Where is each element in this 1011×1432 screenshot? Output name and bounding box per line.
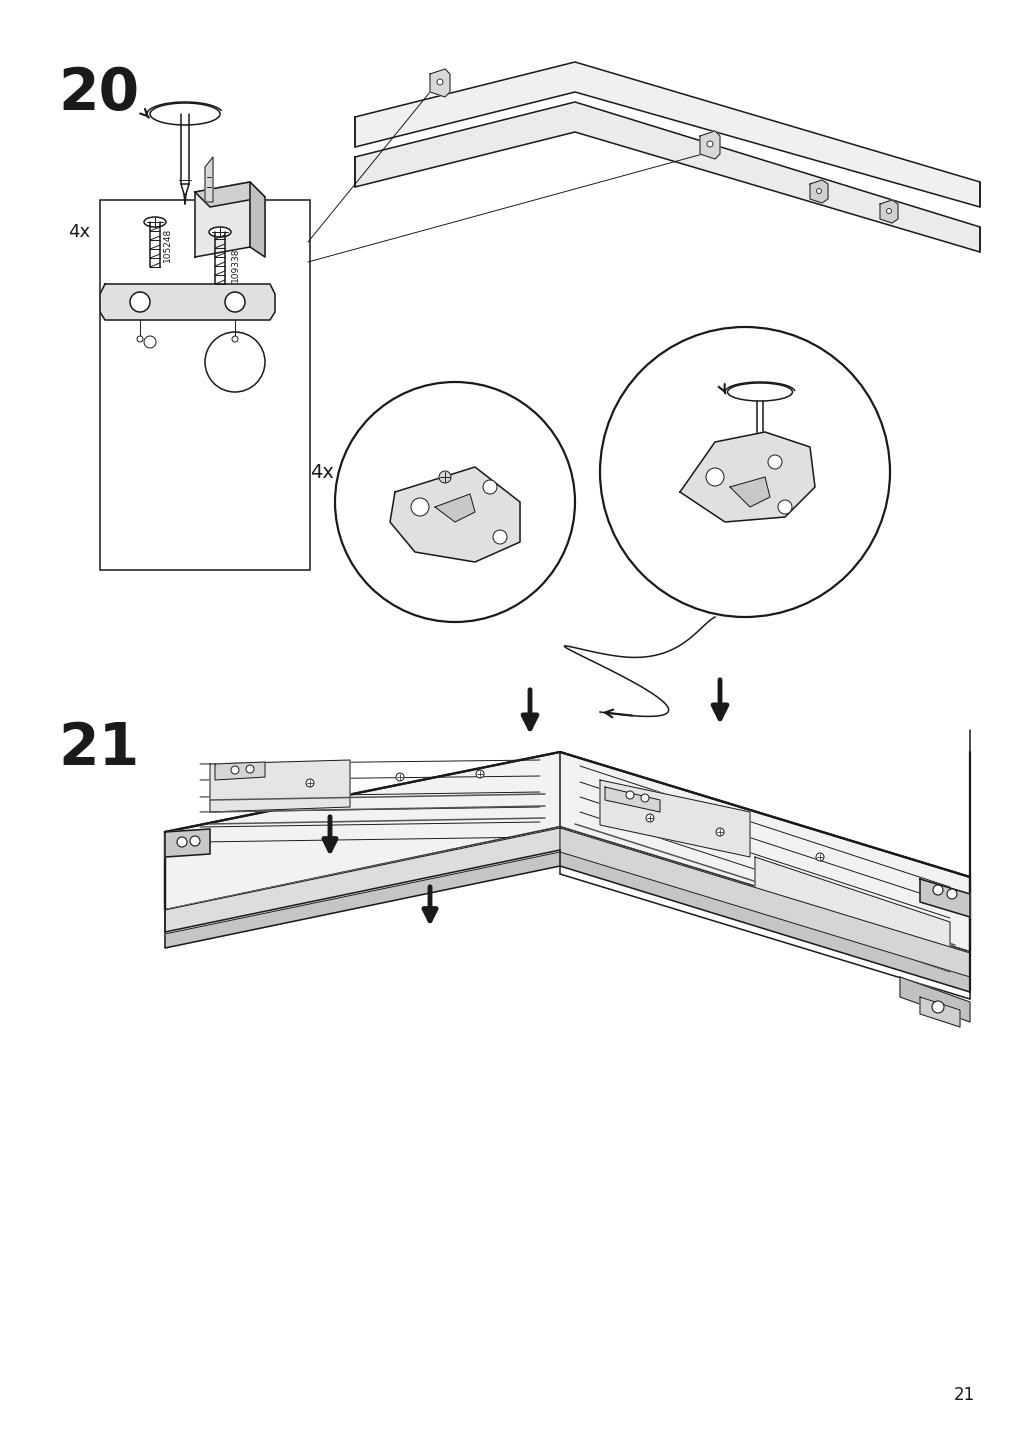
Circle shape (177, 836, 187, 846)
Circle shape (946, 889, 956, 899)
Circle shape (475, 770, 483, 778)
Polygon shape (195, 182, 250, 256)
Polygon shape (389, 467, 520, 561)
Circle shape (932, 885, 942, 895)
Text: 21: 21 (952, 1386, 974, 1403)
Polygon shape (435, 494, 474, 523)
Polygon shape (355, 62, 979, 208)
Polygon shape (195, 182, 265, 208)
Polygon shape (605, 788, 659, 812)
Ellipse shape (209, 228, 231, 238)
Polygon shape (809, 180, 827, 203)
Circle shape (246, 765, 254, 773)
Polygon shape (754, 856, 949, 972)
Polygon shape (100, 284, 275, 319)
Text: 21: 21 (58, 720, 140, 778)
Circle shape (232, 337, 238, 342)
Polygon shape (165, 828, 559, 934)
Ellipse shape (150, 103, 219, 125)
Polygon shape (430, 69, 450, 97)
Circle shape (305, 779, 313, 788)
Circle shape (815, 853, 823, 861)
Polygon shape (355, 102, 979, 252)
Polygon shape (559, 828, 969, 977)
Text: 4x: 4x (309, 463, 334, 481)
Polygon shape (214, 762, 265, 780)
Circle shape (129, 292, 150, 312)
Polygon shape (880, 200, 897, 223)
Ellipse shape (144, 218, 166, 228)
Circle shape (777, 500, 792, 514)
Circle shape (600, 326, 889, 617)
Circle shape (410, 498, 429, 516)
Polygon shape (919, 997, 959, 1027)
FancyBboxPatch shape (100, 200, 309, 570)
Circle shape (205, 332, 265, 392)
Text: 105248: 105248 (163, 228, 171, 262)
Polygon shape (165, 829, 210, 856)
Circle shape (224, 292, 245, 312)
Polygon shape (165, 851, 969, 992)
Circle shape (640, 793, 648, 802)
Circle shape (439, 471, 451, 483)
Ellipse shape (727, 382, 792, 401)
Polygon shape (919, 879, 969, 916)
Polygon shape (899, 977, 969, 1022)
Circle shape (437, 79, 443, 84)
Circle shape (231, 766, 239, 775)
Polygon shape (210, 760, 350, 812)
Polygon shape (729, 477, 769, 507)
Circle shape (645, 813, 653, 822)
Text: 109338: 109338 (231, 248, 240, 282)
Polygon shape (165, 752, 969, 952)
Circle shape (190, 836, 200, 846)
Circle shape (626, 790, 633, 799)
Circle shape (492, 530, 507, 544)
Polygon shape (250, 182, 265, 256)
Circle shape (144, 337, 156, 348)
Circle shape (136, 337, 143, 342)
Circle shape (482, 480, 496, 494)
Circle shape (931, 1001, 943, 1012)
Circle shape (395, 773, 403, 780)
Polygon shape (559, 828, 969, 977)
Circle shape (886, 209, 891, 213)
Polygon shape (600, 780, 749, 856)
Circle shape (335, 382, 574, 621)
Text: 4x: 4x (68, 223, 90, 241)
Circle shape (706, 468, 723, 485)
Polygon shape (165, 828, 559, 934)
Circle shape (767, 455, 782, 470)
Polygon shape (205, 158, 212, 202)
Circle shape (816, 189, 821, 193)
Circle shape (707, 140, 713, 147)
Polygon shape (700, 130, 719, 159)
Text: 20: 20 (58, 64, 139, 122)
Circle shape (716, 828, 723, 836)
Polygon shape (679, 432, 814, 523)
